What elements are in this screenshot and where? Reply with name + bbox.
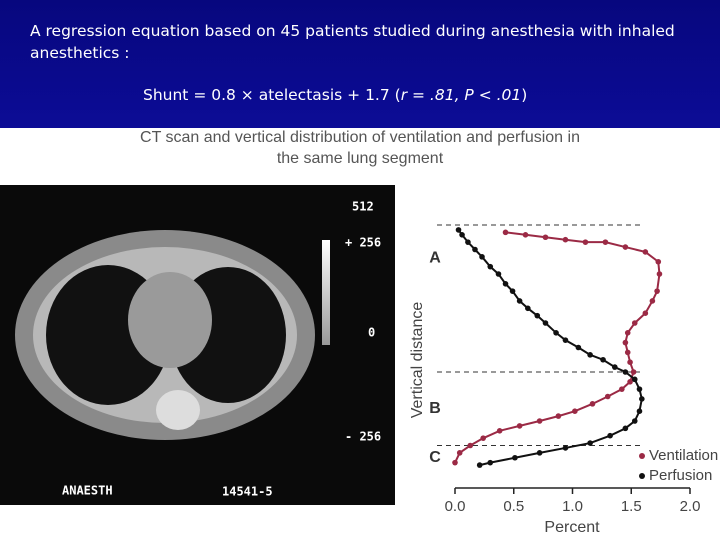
data-point — [631, 376, 638, 383]
y-axis-label: Vertical distance — [409, 302, 426, 419]
region-label: B — [429, 400, 441, 417]
data-point — [459, 232, 465, 238]
ct-label: ANAESTH — [62, 484, 113, 498]
series-line — [454, 231, 661, 464]
legend-marker — [639, 473, 645, 479]
data-point — [542, 234, 549, 241]
data-point — [487, 459, 494, 466]
data-point — [575, 344, 582, 351]
ct-label: + 256 — [345, 236, 381, 250]
data-point — [534, 312, 541, 319]
data-point — [562, 236, 569, 243]
data-point — [656, 271, 663, 277]
data-point — [642, 310, 649, 317]
x-tick-label: 0.5 — [503, 498, 524, 515]
data-point — [654, 288, 660, 294]
data-point — [516, 298, 523, 304]
data-point — [631, 418, 638, 424]
ct-label: - 256 — [345, 430, 381, 444]
data-point — [502, 281, 509, 287]
data-point — [452, 459, 458, 466]
intro-text: A regression equation based on 45 patien… — [30, 22, 675, 62]
data-point — [496, 428, 503, 434]
data-point — [472, 246, 478, 253]
ct-label: 14541-5 — [222, 485, 273, 499]
data-point — [639, 396, 645, 402]
series-line — [457, 229, 643, 467]
equation-close: ) — [521, 86, 528, 104]
data-point — [555, 413, 562, 419]
header: A regression equation based on 45 patien… — [0, 0, 720, 128]
data-point — [465, 239, 471, 245]
data-point — [536, 450, 543, 456]
data-point — [476, 462, 483, 468]
data-point — [627, 359, 633, 366]
data-point — [562, 445, 569, 451]
data-point — [624, 349, 631, 356]
data-point — [582, 239, 589, 245]
data-point — [479, 254, 485, 260]
data-point — [487, 263, 494, 270]
data-point — [627, 379, 633, 385]
data-point — [612, 364, 618, 370]
region-label: C — [429, 449, 441, 466]
data-point — [600, 356, 606, 363]
data-point — [622, 369, 629, 375]
data-point — [631, 320, 638, 326]
data-point — [607, 432, 613, 439]
data-point — [553, 330, 559, 336]
data-point — [649, 298, 656, 304]
region-label: A — [429, 250, 441, 267]
data-point — [587, 352, 593, 358]
data-point — [502, 229, 509, 236]
data-point — [495, 271, 502, 277]
data-point — [516, 423, 523, 429]
data-point — [456, 450, 463, 456]
data-point — [522, 232, 529, 238]
equation: Shunt = 0.8 × atelectasis + 1.7 (r = .81… — [143, 86, 527, 104]
ct-label: 512 — [352, 200, 374, 214]
data-point — [542, 320, 549, 326]
data-point — [562, 337, 569, 343]
data-point — [622, 339, 629, 346]
ct-image — [0, 185, 395, 505]
data-point — [619, 386, 625, 392]
data-point — [589, 401, 596, 407]
x-axis-label: Percent — [544, 519, 600, 536]
data-point — [602, 239, 609, 245]
ct-label: 0 — [368, 326, 375, 340]
data-point — [636, 386, 643, 392]
data-point — [480, 435, 487, 441]
legend-label: Perfusion — [649, 467, 712, 484]
chart-title: CT scan and vertical distribution of ven… — [140, 129, 580, 167]
data-point — [525, 305, 531, 312]
data-point — [604, 393, 611, 400]
data-point — [467, 442, 474, 449]
x-tick-label: 2.0 — [680, 498, 701, 515]
data-point — [622, 244, 629, 250]
x-tick-label: 1.0 — [562, 498, 583, 515]
data-point — [512, 454, 518, 461]
data-point — [622, 425, 629, 432]
equation-main: Shunt = 0.8 × atelectasis + 1.7 ( — [143, 86, 401, 104]
data-point — [630, 369, 637, 375]
equation-stats: r = .81, P < .01 — [400, 86, 522, 104]
data-point — [572, 408, 578, 415]
data-point — [455, 227, 462, 233]
data-point — [642, 249, 649, 255]
legend-label: Ventilation — [649, 447, 718, 464]
data-point — [624, 330, 631, 336]
legend-marker — [639, 453, 645, 459]
data-point — [509, 288, 516, 294]
data-point — [587, 440, 593, 446]
x-tick-label: 1.5 — [621, 498, 642, 515]
x-tick-label: 0.0 — [445, 498, 466, 515]
data-point — [655, 258, 662, 265]
data-point — [536, 418, 543, 424]
data-point — [636, 408, 643, 415]
